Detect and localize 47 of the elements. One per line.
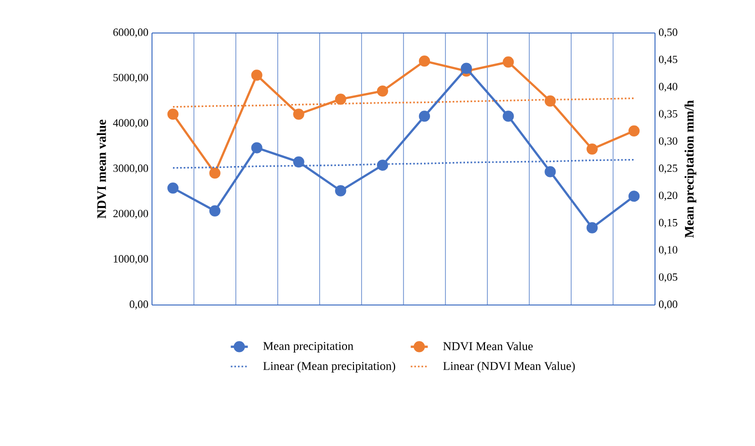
legend-label: Mean precipitation bbox=[263, 342, 354, 352]
y2-tick-label: 0,30 bbox=[658, 137, 678, 146]
point bbox=[335, 185, 346, 196]
y2-axis-title: Mean preciptation mm/h bbox=[684, 100, 696, 238]
point bbox=[628, 125, 640, 136]
y-tick-label: 0,00 bbox=[130, 300, 148, 310]
y-tick-label: 4000,00 bbox=[113, 119, 148, 128]
y-tick-label: 5000,00 bbox=[114, 74, 148, 83]
point bbox=[376, 85, 388, 97]
y2-tick-label: 0,00 bbox=[658, 300, 678, 310]
y-axis-title: NDVI mean value bbox=[96, 120, 106, 218]
point bbox=[544, 166, 556, 178]
y2-tick-label: 0,40 bbox=[658, 82, 678, 92]
point bbox=[209, 205, 220, 216]
point bbox=[251, 142, 262, 154]
point bbox=[167, 108, 179, 120]
point bbox=[418, 56, 430, 67]
y-tick-label: 3000,00 bbox=[113, 164, 148, 174]
legend-label: NDVI Mean Value bbox=[443, 342, 533, 350]
point bbox=[293, 108, 304, 120]
point bbox=[586, 222, 598, 234]
y-tick-label: 1000,00 bbox=[114, 255, 148, 264]
point bbox=[418, 110, 430, 122]
y-tick-label: 6000,00 bbox=[113, 28, 148, 38]
point bbox=[628, 190, 640, 202]
y2-tick-label: 0,35 bbox=[658, 110, 678, 120]
point bbox=[376, 160, 388, 171]
y2-tick-label: 0,45 bbox=[658, 56, 678, 65]
point bbox=[209, 168, 220, 179]
point bbox=[460, 62, 472, 74]
y-tick-label: 2000,00 bbox=[113, 210, 148, 219]
point bbox=[502, 56, 514, 68]
legend-label: Linear (Mean precipitation) bbox=[263, 362, 396, 372]
y2-tick-label: 0,25 bbox=[658, 164, 678, 174]
point bbox=[544, 95, 556, 107]
point bbox=[586, 143, 598, 155]
point bbox=[502, 110, 514, 122]
legend-label: Linear (NDVI Mean Value) bbox=[443, 362, 575, 372]
y2-tick-label: 0,05 bbox=[658, 273, 678, 282]
y2-tick-label: 0,15 bbox=[658, 218, 678, 228]
point bbox=[251, 70, 262, 81]
y2-tick-label: 0,50 bbox=[658, 28, 678, 38]
y2-tick-label: 0,20 bbox=[658, 192, 678, 201]
point bbox=[293, 156, 304, 168]
point bbox=[167, 182, 179, 194]
point bbox=[335, 94, 346, 105]
y2-tick-label: 0,10 bbox=[658, 246, 678, 256]
